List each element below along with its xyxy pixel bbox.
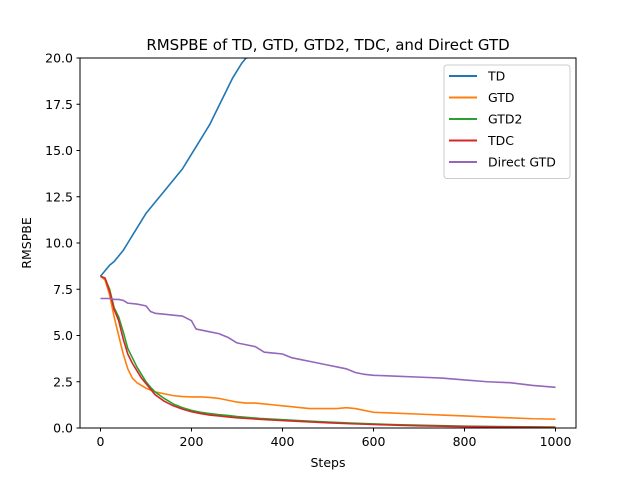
y-tick-label: 5.0: [53, 328, 73, 343]
x-tick-label: 200: [180, 434, 204, 449]
legend: TD GTD GTD2 TDC Direct GTD: [443, 64, 571, 179]
y-tick-label: 7.5: [53, 282, 73, 297]
y-tick-label: 10.0: [45, 236, 73, 251]
legend-label-tdc: TDC: [487, 133, 514, 148]
y-tick-label: 20.0: [45, 51, 73, 66]
y-tick-label: 12.5: [45, 189, 73, 204]
x-tick-label: 1000: [540, 434, 572, 449]
legend-box: [443, 64, 571, 179]
x-axis-title: Steps: [311, 455, 346, 470]
series-layer: [99, 58, 556, 428]
legend-label-td: TD: [487, 69, 505, 84]
y-tick-label: 17.5: [45, 97, 73, 112]
x-tick-label: 800: [453, 434, 477, 449]
y-tick-label: 2.5: [53, 374, 73, 389]
y-tick-label: 0.0: [53, 421, 73, 436]
x-axis-ticks: 0 200 400 600 800 1000: [97, 428, 572, 449]
legend-label-gtd2: GTD2: [488, 112, 522, 127]
chart-title: RMSPBE of TD, GTD, GTD2, TDC, and Direct…: [146, 36, 509, 54]
y-tick-label: 15.0: [45, 143, 73, 158]
legend-label-direct-gtd: Direct GTD: [488, 155, 556, 170]
series-line-td: [99, 58, 248, 277]
legend-label-gtd: GTD: [488, 90, 515, 105]
series-line-tdc: [100, 275, 556, 428]
series-line-direct-gtd: [100, 297, 556, 389]
x-tick-label: 400: [271, 434, 295, 449]
x-tick-label: 600: [362, 434, 386, 449]
series-line-gtd: [99, 275, 556, 420]
y-axis-title: RMSPBE: [19, 217, 34, 269]
y-axis-ticks: 0.0 2.5 5.0 7.5 10.0 12.5 15.0 17.5 20.0: [45, 51, 80, 436]
x-tick-label: 0: [97, 434, 105, 449]
